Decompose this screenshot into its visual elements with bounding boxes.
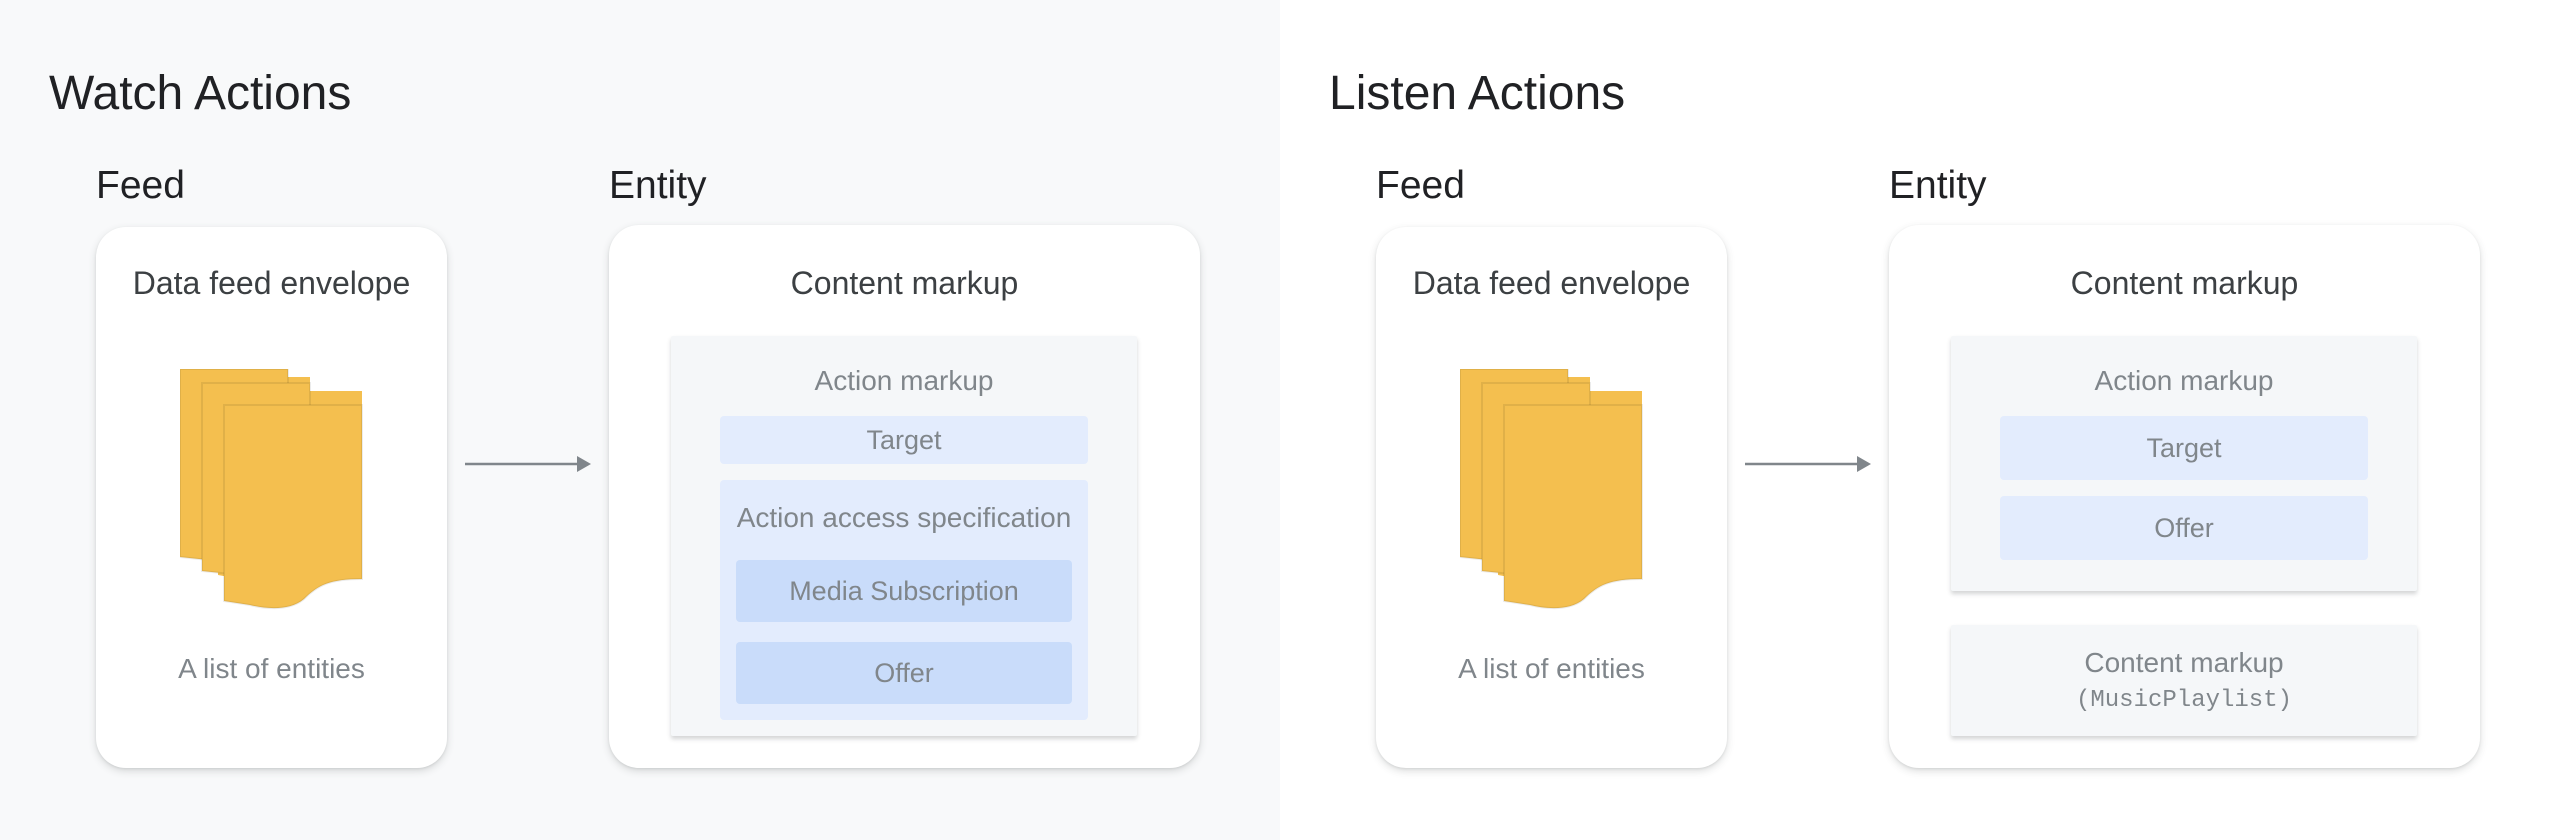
content-markup-type: (MusicPlaylist) xyxy=(2075,687,2293,714)
access-spec-title: Action access specification xyxy=(736,502,1072,533)
offer-box: Offer xyxy=(736,642,1072,704)
feed-label: Feed xyxy=(1376,164,1465,207)
action-markup-box: Action markup Target Action access speci… xyxy=(671,336,1137,736)
arrow-icon xyxy=(1745,456,1871,472)
document-stack-icon xyxy=(180,369,363,610)
entity-label: Entity xyxy=(1889,164,1987,207)
action-markup-title: Action markup xyxy=(2094,365,2274,396)
media-subscription-box: Media Subscription xyxy=(736,560,1072,622)
content-markup-box: Content markup (MusicPlaylist) xyxy=(1951,625,2417,736)
arrow-icon xyxy=(465,456,591,472)
section-title: Listen Actions xyxy=(1329,67,1626,120)
feed-label: Feed xyxy=(96,164,185,207)
action-markup-title: Action markup xyxy=(814,365,994,396)
feed-card-caption: A list of entities xyxy=(178,653,365,684)
feed-card-title: Data feed envelope xyxy=(1412,265,1691,301)
document-stack-icon xyxy=(1460,369,1643,610)
target-box: Target xyxy=(2000,416,2368,480)
feed-card-caption: A list of entities xyxy=(1458,653,1645,684)
feed-card: Data feed envelope A list of entities xyxy=(1376,227,1727,768)
entity-label: Entity xyxy=(609,164,707,207)
entity-card: Content markup Action markup Target Acti… xyxy=(609,225,1200,768)
entity-card-title: Content markup xyxy=(790,265,1019,301)
entity-card: Content markup Action markup Target Offe… xyxy=(1889,225,2480,768)
listen-actions-panel: Listen Actions Feed Entity Data feed env… xyxy=(1280,0,2560,840)
watch-actions-panel: Watch Actions Feed Entity Data feed enve… xyxy=(49,67,1200,768)
section-title: Watch Actions xyxy=(49,67,352,120)
target-box: Target xyxy=(720,416,1088,464)
entity-card-title: Content markup xyxy=(2070,265,2299,301)
action-markup-box: Action markup Target Offer xyxy=(1951,336,2417,591)
feed-card: Data feed envelope A list of entities xyxy=(96,227,447,768)
content-markup-title: Content markup xyxy=(2084,647,2284,678)
offer-box: Offer xyxy=(2000,496,2368,560)
access-spec-box: Action access specification Media Subscr… xyxy=(720,480,1088,720)
feed-card-title: Data feed envelope xyxy=(132,265,411,301)
